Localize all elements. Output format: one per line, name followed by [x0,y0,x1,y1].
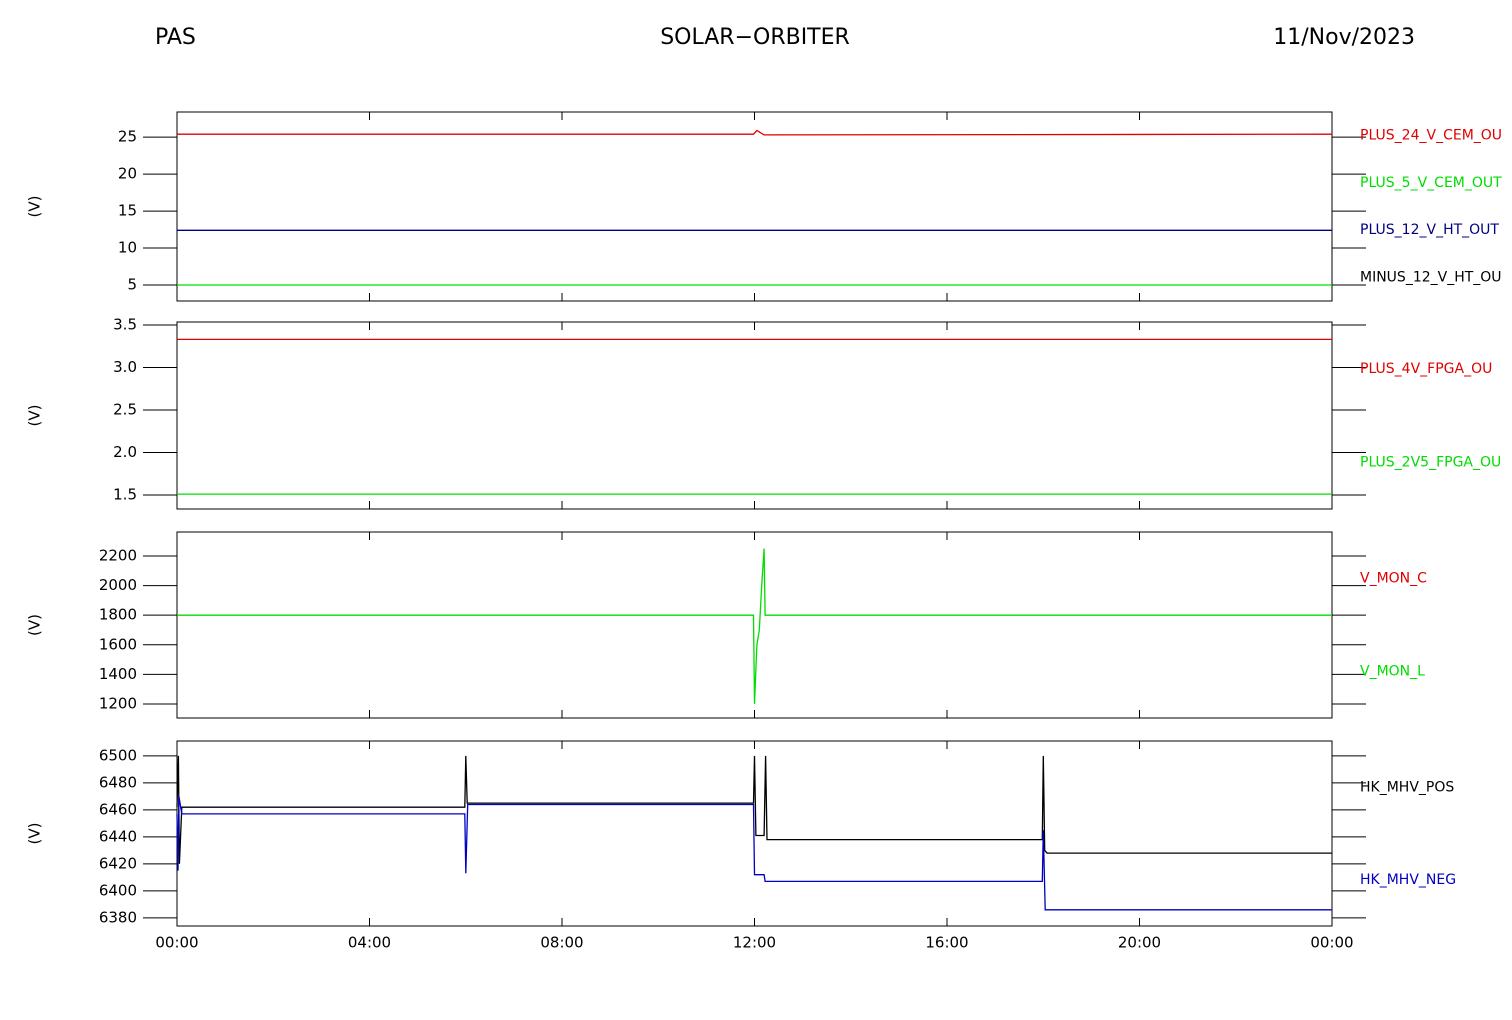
x-tick-label: 08:00 [540,934,583,952]
y-tick-label: 6420 [99,854,137,872]
x-tick-label: 20:00 [1118,934,1161,952]
y-axis-label: (V) [26,196,44,218]
y-tick-label: 6500 [99,746,137,764]
x-tick-label: 16:00 [925,934,968,952]
x-tick-label: 12:00 [733,934,776,952]
header-title: SOLAR−ORBITER [660,25,850,50]
legend-label: HK_MHV_NEG [1360,872,1456,888]
y-tick-label: 3.0 [113,358,137,376]
y-tick-label: 2.5 [113,400,137,418]
series-line [176,755,1332,864]
y-tick-label: 20 [118,165,137,183]
y-tick-label: 1.5 [113,485,137,503]
y-tick-label: 5 [127,276,137,294]
y-tick-label: 6460 [99,800,137,818]
y-tick-label: 6380 [99,908,137,926]
x-tick-label: 04:00 [348,934,391,952]
y-tick-label: 2200 [99,546,137,564]
y-tick-label: 1400 [99,665,137,683]
y-axis-label: (V) [26,614,44,636]
y-axis-label: (V) [26,823,44,845]
y-tick-label: 2.0 [113,443,137,461]
y-tick-label: 25 [118,128,137,146]
legend-label: PLUS_5_V_CEM_OUT [1360,175,1502,191]
y-tick-label: 3.5 [113,315,137,333]
series-line [177,548,1332,704]
header-left: PAS [155,25,196,50]
y-tick-label: 6400 [99,881,137,899]
series-line [177,129,1333,136]
y-tick-label: 6440 [99,827,137,845]
legend-label: PLUS_4V_FPGA_OU [1360,361,1492,377]
header-date: 11/Nov/2023 [1273,25,1415,50]
y-tick-label: 2000 [99,576,137,594]
y-axis-label: (V) [26,405,44,427]
legend-label: PLUS_2V5_FPGA_OU [1360,454,1501,470]
y-tick-label: 1800 [99,606,137,624]
y-tick-label: 15 [118,202,137,220]
legend-label: V_MON_C [1360,571,1427,587]
legend-label: PLUS_24_V_CEM_OU [1360,128,1502,144]
x-tick-label: 00:00 [1310,934,1353,952]
legend-label: PLUS_12_V_HT_OUT [1360,222,1499,238]
y-tick-label: 1200 [99,694,137,712]
series-line [176,796,1332,911]
y-tick-label: 6480 [99,773,137,791]
plot-frame [176,321,1333,510]
plot-frame [176,111,1333,302]
legend-label: HK_MHV_POS [1360,779,1454,795]
y-tick-label: 10 [118,239,137,257]
x-tick-label: 00:00 [155,934,198,952]
y-tick-label: 1600 [99,635,137,653]
legend-label: MINUS_12_V_HT_OU [1360,269,1502,285]
legend-label: V_MON_L [1360,664,1425,680]
